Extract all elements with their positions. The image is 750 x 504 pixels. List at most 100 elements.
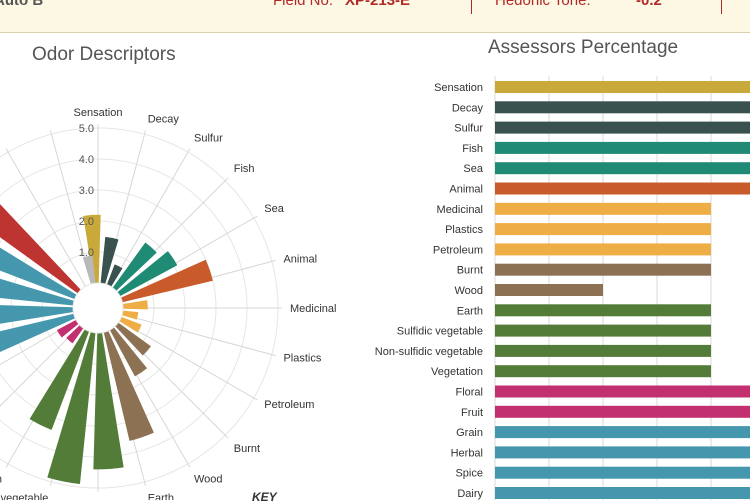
bar — [495, 405, 750, 418]
polar-bar — [82, 255, 96, 285]
polar-category-label: Sensation — [74, 107, 123, 119]
bar — [495, 223, 711, 236]
bar-category-label: Fish — [462, 143, 483, 155]
header-divider — [471, 0, 472, 14]
polar-r-tick: 2.0 — [79, 216, 94, 228]
polar-category-label: Burnt — [234, 443, 260, 455]
field-number-label: Field No: — [273, 0, 334, 9]
bar — [495, 446, 750, 459]
bar-category-label: Earth — [457, 305, 483, 317]
polar-category-label: Petroleum — [264, 399, 314, 411]
bar-category-label: Petroleum — [433, 244, 483, 256]
bar-chart-title: Assessors Percentage — [488, 37, 679, 58]
polar-category-label: Sea — [264, 203, 284, 215]
bar-category-label: Plastics — [445, 224, 483, 236]
bar — [495, 101, 750, 114]
polar-spoke — [0, 320, 77, 366]
polar-bar — [121, 310, 139, 320]
polar-bar — [122, 300, 148, 310]
bar-category-label: Sea — [463, 163, 483, 175]
polar-bar — [112, 242, 157, 291]
bar-category-label: Burnt — [457, 265, 483, 277]
polar-bar — [0, 305, 74, 324]
polar-category-label: Medicinal — [290, 303, 336, 315]
polar-bar — [0, 313, 76, 352]
polar-bar — [0, 247, 77, 300]
polar-bar — [47, 331, 96, 484]
polar-bar — [93, 332, 124, 470]
bar — [495, 141, 750, 154]
polar-bar — [66, 325, 84, 344]
bar — [495, 243, 711, 256]
polar-bar — [119, 316, 142, 333]
bar — [495, 121, 750, 134]
bar — [495, 182, 750, 195]
bar-category-label: Sulfur — [454, 123, 483, 135]
bar — [495, 304, 711, 317]
bar — [495, 426, 750, 439]
polar-r-tick: 1.0 — [79, 247, 94, 259]
polar-category-label: Decay — [148, 114, 180, 126]
bar-category-label: Vegetation — [431, 366, 483, 378]
polar-r-tick: 3.0 — [79, 185, 94, 197]
polar-category-label: Animal — [283, 253, 317, 265]
polar-bar — [0, 204, 81, 294]
polar-category-label: Vegetation — [0, 473, 2, 485]
bar — [495, 202, 711, 215]
polar-category-label: Non-sulfidic vegetable — [0, 492, 48, 500]
polar-category-label: Sulfur — [194, 133, 223, 145]
bar-category-label: Wood — [454, 285, 483, 297]
polar-category-label: Plastics — [283, 353, 321, 365]
field-number-value: XP-213-E — [345, 0, 411, 9]
hedonic-tone-value: -0.2 — [636, 0, 662, 9]
bar — [495, 284, 603, 296]
polar-bar — [56, 319, 79, 338]
bar-category-label: Fruit — [461, 407, 483, 419]
bar-category-label: Sulfidic vegetable — [397, 326, 483, 338]
bar-category-label: Herbal — [451, 447, 483, 459]
bar — [495, 385, 750, 398]
polar-spoke — [0, 325, 81, 407]
polar-bar — [100, 236, 119, 285]
polar-bar — [109, 327, 148, 377]
polar-spoke — [122, 313, 276, 357]
polar-r-tick: 4.0 — [79, 154, 94, 166]
polar-bar — [115, 322, 151, 356]
polar-r-tick: 5.0 — [79, 123, 94, 135]
bar — [495, 466, 750, 479]
bar — [495, 487, 750, 499]
polar-bar — [117, 251, 178, 297]
bar — [495, 263, 711, 276]
polar-spoke — [5, 148, 86, 287]
polar-bar — [120, 259, 213, 303]
polar-category-label: Earth — [148, 492, 174, 500]
polar-bar — [0, 278, 75, 306]
bar-category-label: Spice — [455, 468, 483, 480]
polar-category-label: Wood — [194, 473, 223, 485]
polar-spoke — [110, 148, 191, 287]
polar-bar — [103, 330, 154, 441]
polar-bar — [83, 214, 101, 284]
bar-category-label: Floral — [455, 387, 483, 399]
bar-category-label: Dairy — [457, 488, 483, 500]
bar-category-label: Decay — [452, 102, 484, 114]
product-name: Auto B — [0, 0, 44, 9]
polar-chart-title: Odor Descriptors — [32, 44, 176, 65]
bar — [495, 365, 711, 378]
header-divider — [721, 0, 722, 14]
bar — [495, 81, 750, 93]
bar-category-label: Animal — [449, 184, 483, 196]
bar-category-label: Sensation — [434, 82, 483, 94]
bar — [495, 162, 750, 175]
bar — [495, 324, 711, 337]
polar-spoke — [119, 320, 258, 401]
bar-category-label: Medicinal — [437, 204, 483, 216]
hedonic-tone-label: Hedonic Tone: — [495, 0, 591, 9]
polar-center — [72, 282, 124, 334]
key-label: KEY — [252, 490, 277, 504]
bar-category-label: Non-sulfidic vegetable — [375, 346, 483, 358]
header-bar: Auto B Field No: XP-213-E Hedonic Tone: … — [0, 0, 750, 33]
bar-category-label: Grain — [456, 427, 483, 439]
